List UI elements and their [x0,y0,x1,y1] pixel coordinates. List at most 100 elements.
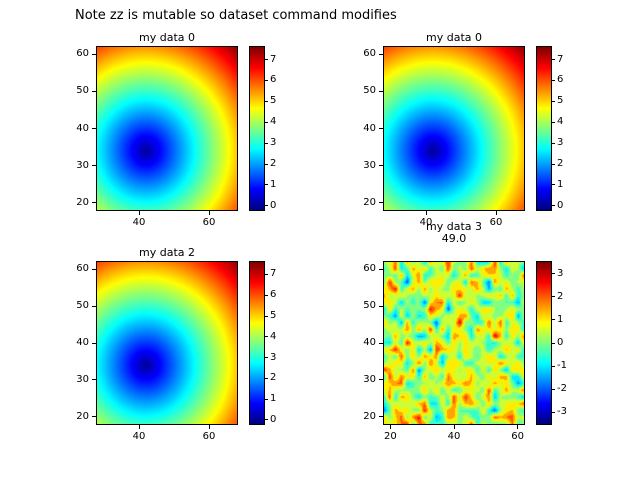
y-tick-mark [379,342,383,344]
y-tick-mark [379,416,383,418]
colorbar-tick-label: 1 [557,313,564,325]
colorbar-canvas [249,46,265,211]
y-tick-mark [92,202,96,204]
colorbar-tick-label: 0 [557,337,564,348]
y-tick-label: 50 [363,300,376,312]
colorbar-tick-label: 5 [557,95,564,107]
y-tick-mark [379,379,383,381]
colorbar-canvas [536,46,552,211]
x-tick-label: 20 [383,431,397,442]
y-tick-mark [92,416,96,418]
colorbar-tick-label: 4 [270,116,277,128]
x-tick-label: 60 [202,217,216,228]
y-tick-label: 40 [76,337,89,348]
colorbar-tick-mark [552,100,555,102]
colorbar-tick-mark [552,142,555,144]
heatmap-canvas [383,261,525,425]
y-tick-mark [379,90,383,92]
colorbar-tick-label: 6 [270,289,277,301]
colorbar-tick-label: 3 [270,137,277,149]
plot-title: my data 3 [426,220,482,233]
colorbar-tick-mark [552,319,555,321]
x-tick-label: 40 [447,431,461,442]
x-tick-label: 60 [202,431,216,442]
y-tick-label: 60 [76,263,89,275]
colorbar-tick-label: 2 [270,372,277,384]
y-tick-mark [379,202,383,204]
colorbar-tick-label: 6 [557,74,564,86]
y-tick-mark [92,165,96,167]
colorbar-tick-mark [265,59,268,61]
colorbar-tick-mark [552,296,555,298]
y-tick-label: 60 [363,263,376,275]
x-tick-mark [517,425,519,429]
y-tick-label: 40 [363,337,376,348]
x-tick-label: 40 [419,217,433,228]
x-tick-mark [208,425,210,429]
colorbar-tick-mark [265,100,268,102]
colorbar-tick-label: 2 [557,290,564,302]
plot-title: my data 2 [139,246,195,259]
x-tick-mark [453,425,455,429]
y-tick-label: 50 [76,300,89,312]
colorbar-tick-mark [552,388,555,390]
y-tick-label: 50 [76,85,89,97]
y-tick-mark [379,165,383,167]
y-tick-label: 20 [76,196,89,208]
colorbar-tick-label: 0 [270,413,277,425]
y-tick-mark [379,268,383,270]
colorbar-tick-label: -2 [557,383,567,395]
y-tick-mark [92,342,96,344]
heatmap-canvas [383,46,525,211]
y-tick-label: 60 [363,48,376,60]
colorbar-canvas [536,261,552,425]
colorbar-tick-mark [552,59,555,61]
colorbar-tick-label: 4 [270,330,277,342]
y-tick-label: 30 [76,159,89,171]
colorbar-tick-label: 2 [270,158,277,170]
x-tick-label: 60 [511,431,524,442]
colorbar-tick-mark [265,377,268,379]
colorbar-tick-mark [552,342,555,344]
colorbar-tick-label: 5 [270,310,277,321]
y-tick-label: 40 [76,122,89,134]
y-tick-label: 20 [76,410,89,422]
colorbar-tick-mark [265,273,268,275]
colorbar-tick-label: 0 [270,199,277,211]
colorbar-tick-label: 3 [557,267,564,279]
y-tick-label: 30 [363,159,376,171]
x-tick-mark [495,211,497,215]
colorbar-tick-label: 2 [557,158,564,170]
y-tick-mark [92,53,96,55]
y-tick-label: 40 [363,122,376,134]
colorbar-tick-label: 7 [557,53,564,65]
colorbar-tick-label: 7 [270,268,277,280]
colorbar-tick-mark [265,336,268,338]
y-tick-mark [92,379,96,381]
colorbar-tick-mark [552,365,555,367]
colorbar-tick-label: 4 [557,116,564,128]
x-tick-mark [138,211,140,215]
colorbar-tick-mark [265,142,268,144]
colorbar-tick-mark [265,419,268,421]
y-tick-label: 20 [363,410,376,422]
colorbar-tick-label: 1 [270,178,277,190]
colorbar-tick-mark [552,273,555,275]
colorbar-tick-label: 6 [270,74,277,86]
figure-title: Note zz is mutable so dataset command mo… [75,8,397,23]
colorbar-tick-label: -3 [557,406,567,418]
colorbar-tick-mark [552,411,555,413]
x-tick-mark [138,425,140,429]
colorbar-canvas [249,261,265,425]
x-tick-label: 60 [489,217,503,228]
colorbar-tick-mark [265,79,268,81]
colorbar-tick-label: 0 [557,199,564,211]
y-tick-mark [379,128,383,129]
heatmap-canvas [96,46,238,211]
colorbar-tick-mark [552,121,555,123]
colorbar-tick-label: 1 [557,178,564,190]
